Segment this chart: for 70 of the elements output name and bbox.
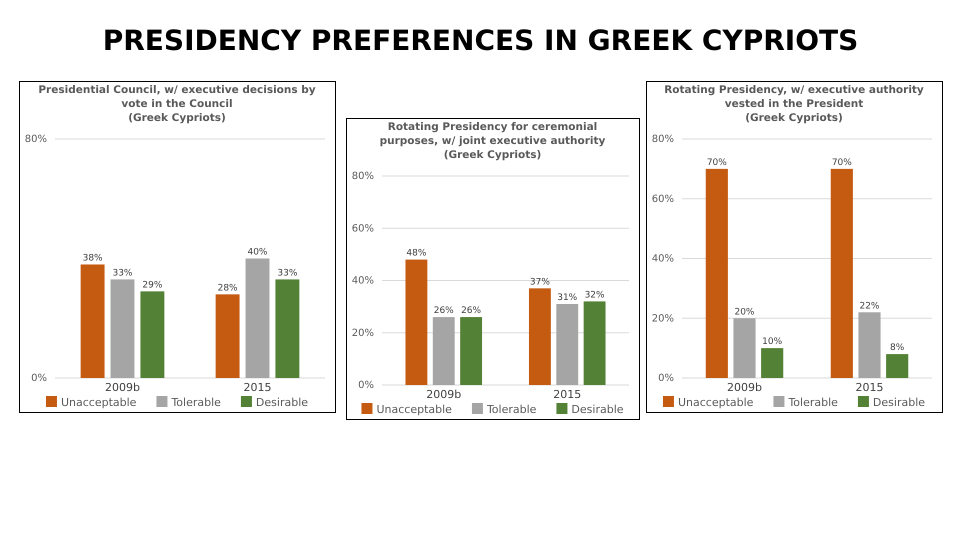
bar — [528, 288, 551, 385]
data-label: 70% — [832, 158, 852, 168]
legend-label: Desirable — [256, 396, 308, 409]
bar — [886, 354, 908, 378]
data-label: 37% — [530, 277, 550, 288]
bar — [432, 317, 455, 385]
x-tick-label: 2015 — [553, 388, 582, 401]
y-tick-label: 40% — [652, 254, 674, 265]
bar — [556, 304, 578, 385]
bar — [110, 279, 134, 378]
legend-label: Tolerable — [787, 396, 838, 409]
data-label: 10% — [762, 337, 783, 348]
x-tick-label: 2009b — [426, 388, 462, 401]
x-tick-label: 2015 — [856, 380, 884, 394]
y-tick-label: 0% — [31, 373, 47, 384]
bar — [706, 168, 728, 378]
y-tick-label: 20% — [652, 313, 674, 324]
data-label: 48% — [406, 248, 427, 259]
legend-label: Tolerable — [170, 396, 222, 409]
legend-label: Unacceptable — [376, 403, 452, 416]
y-tick-label: 80% — [652, 134, 674, 146]
x-tick-label: 2009b — [727, 380, 762, 394]
chart-subtitle: (Greek Cypriots) — [128, 112, 226, 124]
y-tick-label: 60% — [652, 194, 674, 205]
y-tick-label: 40% — [352, 276, 374, 287]
data-label: 8% — [890, 343, 905, 354]
bar — [246, 258, 270, 378]
bar — [460, 317, 482, 385]
legend-label: Unacceptable — [60, 396, 137, 409]
bar — [275, 279, 300, 378]
bar — [80, 264, 105, 378]
bar — [830, 168, 853, 378]
data-label: 22% — [859, 301, 880, 312]
bar — [858, 312, 881, 378]
y-tick-label: 80% — [352, 171, 374, 182]
bar — [761, 348, 784, 378]
y-tick-label: 0% — [658, 373, 674, 384]
data-label: 32% — [584, 290, 606, 300]
data-label: 38% — [82, 253, 104, 264]
data-label: 40% — [247, 248, 268, 258]
legend-label: Unacceptable — [678, 396, 754, 409]
data-label: 26% — [461, 306, 482, 316]
data-label: 33% — [277, 268, 298, 278]
data-label: 28% — [218, 283, 238, 294]
chart-title: Rotating Presidency, w/ executive authority vested in the President — [664, 84, 924, 110]
text: PRESIDENCY PREFERENCES IN GREEK CYPRIOTS — [102, 24, 858, 57]
y-tick-label: 20% — [352, 328, 374, 339]
data-label: 70% — [706, 158, 728, 168]
data-label: 33% — [112, 268, 133, 278]
chart-title: Presidential Council, w/ executive decisions by vote in the Council — [38, 84, 316, 110]
legend-label: Tolerable — [486, 403, 537, 416]
legend-label: Desirable — [571, 403, 624, 416]
bar — [405, 260, 428, 385]
x-tick-label: 2009b — [105, 380, 140, 394]
y-tick-label: 60% — [352, 223, 374, 234]
bar — [584, 301, 606, 385]
y-tick-label: 0% — [358, 380, 374, 392]
data-label: 29% — [142, 280, 163, 290]
chart-subtitle: (Greek Cypriots) — [444, 149, 542, 161]
chart-subtitle: (Greek Cypriots) — [745, 112, 843, 124]
legend-label: Desirable — [872, 396, 926, 409]
chart-title: Rotating Presidency for ceremonial purposes, w/ joint executive authority — [380, 121, 606, 147]
y-tick-label: 80% — [24, 134, 47, 146]
bar — [216, 294, 240, 378]
data-label: 20% — [734, 307, 755, 318]
bar — [140, 291, 164, 378]
bar — [733, 318, 756, 378]
x-tick-label: 2015 — [244, 380, 272, 394]
data-label: 31% — [557, 293, 578, 304]
data-label: 26% — [434, 306, 454, 316]
